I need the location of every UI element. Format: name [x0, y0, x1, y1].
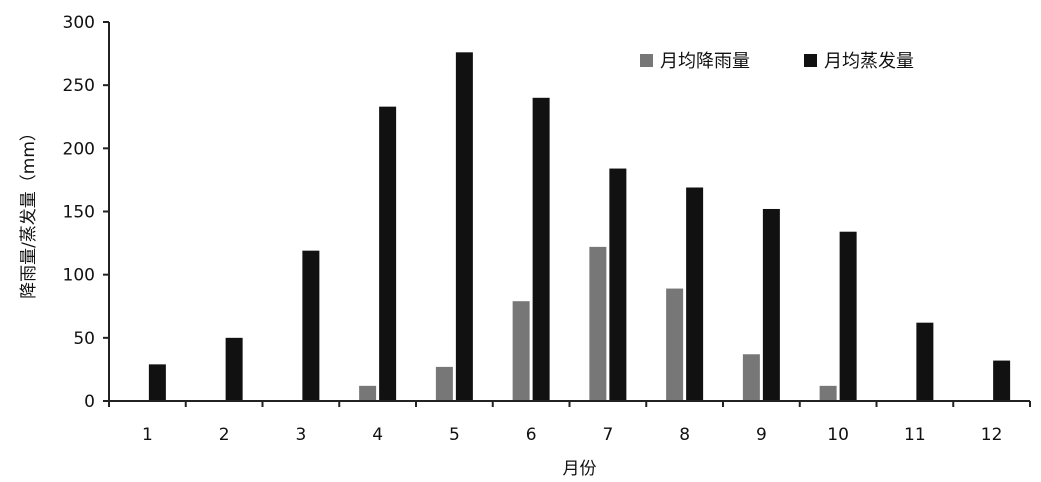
bar-rainfall [435, 366, 453, 401]
bar-evaporation [686, 187, 704, 401]
x-tick-label: 5 [449, 425, 460, 445]
x-tick-label: 4 [372, 425, 383, 445]
bar-rainfall [512, 301, 530, 401]
bars [148, 52, 1011, 402]
bar-rainfall [742, 354, 760, 401]
bar-evaporation [993, 360, 1011, 401]
x-tick-label: 2 [219, 425, 230, 445]
x-tick-label: 10 [827, 425, 849, 445]
x-tick-label: 3 [295, 425, 306, 445]
y-tick-label: 0 [84, 392, 95, 412]
y-tick-label: 200 [63, 139, 95, 159]
x-tick-label: 8 [679, 425, 690, 445]
bar-evaporation [379, 106, 397, 401]
x-tick-label: 9 [756, 425, 767, 445]
bar-rainfall [589, 246, 607, 401]
legend: 月均降雨量 月均蒸发量 [640, 51, 914, 72]
bar-evaporation [148, 364, 166, 401]
x-tick-label: 11 [904, 425, 926, 445]
legend-label-rainfall: 月均降雨量 [660, 51, 750, 72]
y-tick-label: 300 [63, 13, 95, 33]
bar-evaporation [609, 168, 627, 401]
y-axis-ticks: 0 50 100 150 200 250 300 [63, 13, 109, 412]
y-axis-title: 降雨量/蒸发量（mm） [19, 124, 39, 299]
y-tick-label: 50 [73, 329, 95, 349]
x-axis-ticks: 1 2 3 4 5 6 7 8 9 10 11 12 [108, 401, 1031, 445]
bar-rainfall [819, 385, 837, 401]
y-tick-label: 150 [63, 203, 95, 223]
bar-evaporation [916, 322, 934, 401]
bar-evaporation [762, 208, 780, 401]
x-tick-label: 1 [142, 425, 153, 445]
legend-swatch-rainfall [640, 54, 653, 67]
bar-evaporation [839, 231, 857, 401]
x-tick-label: 6 [526, 425, 537, 445]
y-tick-label: 100 [63, 266, 95, 286]
bar-evaporation [532, 97, 550, 402]
bar-rainfall [666, 288, 684, 401]
legend-swatch-evaporation [804, 54, 817, 67]
bar-rainfall [359, 385, 377, 401]
y-tick-label: 250 [63, 76, 95, 96]
x-tick-label: 12 [981, 425, 1003, 445]
bar-evaporation [455, 52, 473, 401]
x-axis-title: 月份 [563, 459, 597, 479]
x-tick-label: 7 [602, 425, 613, 445]
bar-evaporation [302, 250, 320, 401]
bar-evaporation [225, 337, 243, 401]
legend-label-evaporation: 月均蒸发量 [824, 51, 914, 72]
